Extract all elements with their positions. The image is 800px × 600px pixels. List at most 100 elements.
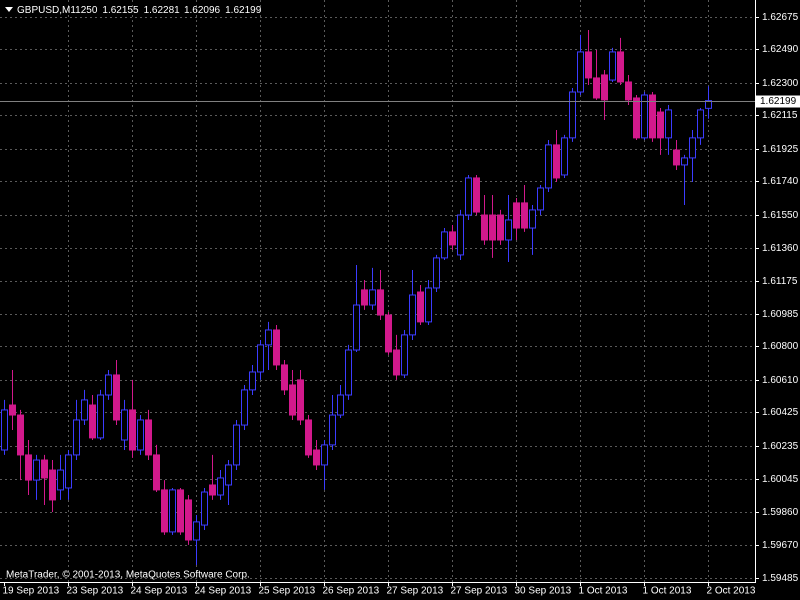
y-tick-label: 1.62115 <box>762 110 798 121</box>
candle-body <box>521 202 528 229</box>
candle-body <box>305 419 312 456</box>
candle-body <box>217 477 224 496</box>
x-tick-label: 24 Sep 2013 <box>131 586 188 597</box>
candle-body <box>569 91 576 139</box>
candle-body <box>369 289 376 306</box>
y-tick-label: 1.60800 <box>762 341 799 352</box>
candle-body <box>297 379 304 421</box>
y-tick-label: 1.60610 <box>762 375 799 386</box>
candle-body <box>73 419 80 456</box>
price-label-box <box>756 95 800 108</box>
candle-body <box>345 349 352 396</box>
candle-body <box>81 399 88 421</box>
candle-body <box>129 409 136 451</box>
candle-body <box>601 74 608 101</box>
candle-body <box>249 371 256 391</box>
candle-body <box>337 394 344 416</box>
candle-body <box>665 109 672 139</box>
y-tick-label: 1.59670 <box>762 540 799 551</box>
last-close: 1.62199 <box>225 5 262 16</box>
candle-body <box>233 424 240 466</box>
candle-body <box>97 394 104 439</box>
y-tick-label: 1.61550 <box>762 210 799 221</box>
candle-body <box>537 187 544 211</box>
candle-body <box>689 137 696 159</box>
candle-body <box>441 231 448 259</box>
candle-body <box>577 51 584 93</box>
candle-body <box>433 257 440 289</box>
y-tick-label: 1.61360 <box>762 243 799 254</box>
candle-body <box>353 304 360 351</box>
y-tick-label: 1.60045 <box>762 474 799 485</box>
last-open: 1.62155 <box>102 5 139 16</box>
x-tick-label: 1 Oct 2013 <box>579 586 628 597</box>
candle-body <box>313 449 320 466</box>
candle-body <box>257 344 264 373</box>
candle-body <box>385 314 392 353</box>
candle-body <box>449 231 456 246</box>
candle-body <box>241 389 248 426</box>
chart-title: GBPUSD,M11250 1.62155 1.62281 1.62096 1.6219… <box>17 5 262 16</box>
candle-body <box>473 177 480 213</box>
candle-body <box>513 202 520 229</box>
candle-body <box>697 109 704 139</box>
candle-body <box>265 329 272 346</box>
candle-body <box>1 409 8 451</box>
last-low: 1.62096 <box>184 5 221 16</box>
y-tick-label: 1.59860 <box>762 507 799 518</box>
x-tick-label: 1 Oct 2013 <box>643 586 692 597</box>
x-tick-label: 19 Sep 2013 <box>3 586 60 597</box>
y-tick-label: 1.62675 <box>762 12 799 23</box>
candle-body <box>169 489 176 533</box>
y-tick-label: 1.59485 <box>762 573 799 584</box>
candle-body <box>177 489 184 533</box>
candle-body <box>89 404 96 439</box>
candle-body <box>65 454 72 489</box>
candle-body <box>329 414 336 446</box>
candle-body <box>25 454 32 481</box>
candle-body <box>17 414 24 456</box>
candle-body <box>209 484 216 496</box>
menu-arrow[interactable] <box>5 7 13 12</box>
candle-body <box>289 384 296 416</box>
candle-body <box>121 409 128 441</box>
candle-body <box>193 521 200 541</box>
candle-body <box>561 137 568 176</box>
candle-body <box>657 111 664 139</box>
candle-body <box>33 459 40 481</box>
x-tick-label: 23 Sep 2013 <box>67 586 124 597</box>
candle-body <box>377 289 384 316</box>
y-tick-label: 1.60425 <box>762 407 799 418</box>
candle-body <box>609 51 616 81</box>
candle-body <box>161 489 168 533</box>
candle-body <box>9 404 16 416</box>
y-tick-label: 1.62300 <box>762 78 799 89</box>
y-tick-label: 1.62490 <box>762 44 799 55</box>
y-tick-label: 1.61175 <box>762 276 798 287</box>
footer: MetaTrader, © 2001-2013, MetaQuotes Soft… <box>6 570 250 581</box>
candle-body <box>633 97 640 139</box>
x-tick-label: 24 Sep 2013 <box>195 586 252 597</box>
candle-body <box>57 469 64 491</box>
candle-body <box>281 364 288 391</box>
candle-body <box>393 349 400 376</box>
last-high: 1.62281 <box>144 5 181 16</box>
candle-body <box>481 214 488 241</box>
candle-body <box>489 214 496 241</box>
x-tick-label: 26 Sep 2013 <box>323 586 380 597</box>
candle-body <box>497 214 504 241</box>
y-tick-label: 1.61925 <box>762 144 799 155</box>
candle-body <box>545 144 552 189</box>
x-tick-label: 2 Oct 2013 <box>707 586 756 597</box>
candle-body <box>585 51 592 79</box>
candle-body <box>641 94 648 139</box>
candle-body <box>401 334 408 376</box>
candle-body <box>417 291 424 323</box>
candle-body <box>105 374 112 396</box>
price-label: 1.62199 <box>760 96 797 107</box>
candle-body <box>673 149 680 166</box>
candle-body <box>681 157 688 166</box>
